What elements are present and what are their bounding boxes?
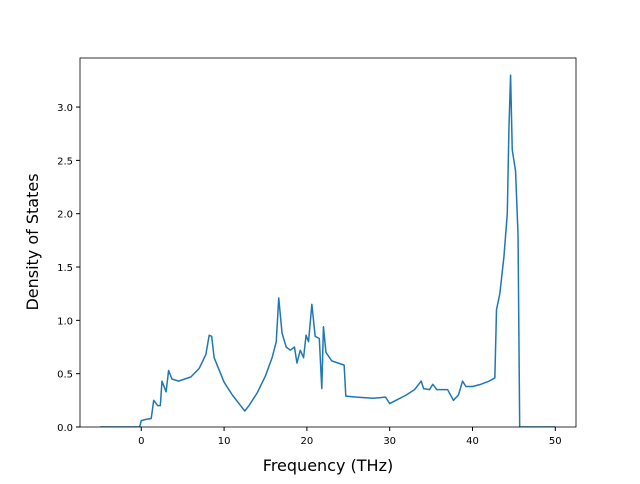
y-tick-label: 2.5 — [57, 156, 73, 167]
y-tick-label: 0.0 — [57, 423, 73, 434]
x-tick-label: 40 — [466, 436, 479, 447]
line — [99, 74, 556, 427]
x-tick-label: 0 — [138, 436, 144, 447]
x-tick-label: 50 — [549, 436, 562, 447]
y-tick-label: 1.5 — [57, 263, 73, 274]
x-tick-label: 10 — [218, 436, 231, 447]
x-tick-label: 30 — [383, 436, 396, 447]
y-axis-label: Density of States — [23, 173, 42, 310]
plot-frame — [79, 57, 577, 428]
y-tick-label: 3.0 — [57, 103, 73, 114]
x-axis-label: Frequency (THz) — [263, 456, 393, 475]
y-tick-label: 1.0 — [57, 316, 73, 327]
x-tick-label: 20 — [301, 436, 314, 447]
y-tick-label: 2.0 — [57, 210, 73, 221]
y-tick-label: 0.5 — [57, 370, 73, 381]
